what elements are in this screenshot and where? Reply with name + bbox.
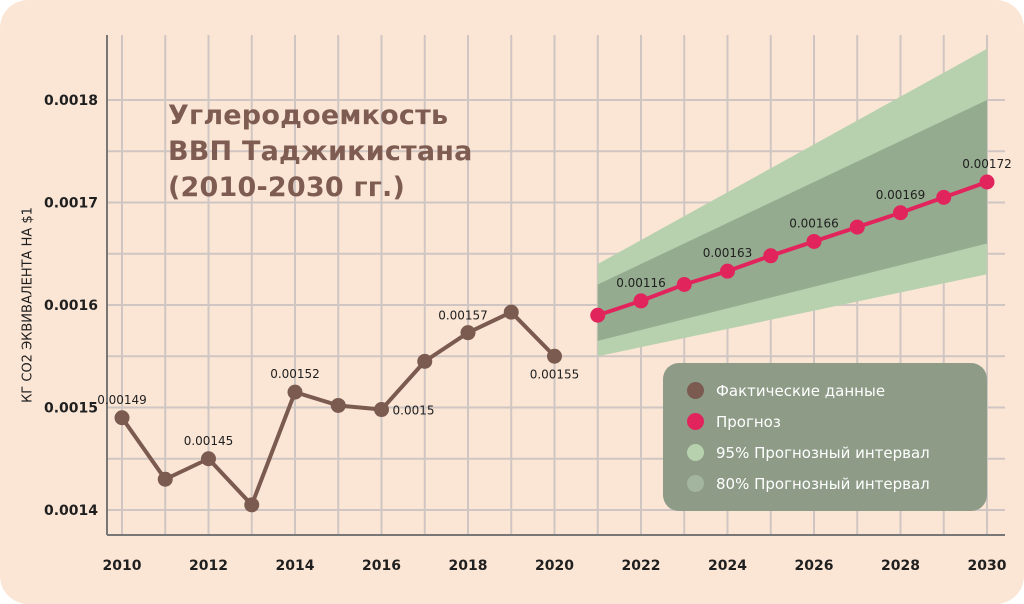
data-label: 0.00157 <box>438 309 488 323</box>
data-labels: 0.00149 0.00145 0.00152 0.0015 0.00157 0.0015… <box>97 157 1012 448</box>
x-tick-label: 2022 <box>622 558 661 574</box>
x-tick-label: 2028 <box>881 558 920 574</box>
legend-label: Прогноз <box>716 412 781 431</box>
axes: 0.0014 0.0015 0.0016 0.0017 0.0018 2010 2012 20… <box>44 35 1007 574</box>
data-point <box>460 325 476 341</box>
data-point <box>417 353 433 369</box>
data-label: 0.00116 <box>616 276 666 290</box>
legend-label: Фактические данные <box>716 381 886 400</box>
data-point <box>157 471 173 487</box>
data-point <box>503 304 519 320</box>
data-label: 0.00155 <box>530 367 580 381</box>
legend-label: 95% Прогнозный интервал <box>716 443 930 462</box>
data-label: 0.00163 <box>703 246 753 260</box>
data-point <box>806 233 822 249</box>
data-point <box>676 277 692 292</box>
legend: Фактические данные Прогноз 95% Прогнозны… <box>663 363 987 511</box>
x-tick-label: 2030 <box>968 558 1007 574</box>
data-point <box>936 189 952 205</box>
legend-swatch <box>687 475 704 492</box>
data-label: 0.00166 <box>789 216 839 230</box>
title-line: ВВП Таджикистана <box>168 136 473 167</box>
x-tick-label: 2016 <box>362 558 401 574</box>
x-tick-label: 2018 <box>449 558 488 574</box>
title-line: Углеродоемкость <box>168 100 449 131</box>
x-tick-label: 2010 <box>103 558 142 574</box>
legend-item: Прогноз <box>687 406 987 437</box>
data-point <box>244 497 260 513</box>
chart-title: Углеродоемкость ВВП Таджикистана (2010-2… <box>168 98 473 206</box>
legend-swatch <box>687 413 704 430</box>
x-tick-label: 2012 <box>189 558 228 574</box>
y-tick-label: 0.0018 <box>44 93 98 109</box>
legend-item: 80% Прогнозный интервал <box>687 468 987 499</box>
data-point <box>763 248 779 264</box>
data-point <box>330 397 346 413</box>
x-tick-label: 2014 <box>276 558 315 574</box>
data-label: 0.00145 <box>184 434 234 448</box>
data-series <box>114 174 995 513</box>
x-tick-label: 2024 <box>708 558 747 574</box>
legend-swatch <box>687 382 704 399</box>
y-tick-label: 0.0014 <box>44 503 98 519</box>
legend-item: Фактические данные <box>687 375 987 406</box>
data-point <box>979 174 995 190</box>
data-point <box>590 307 606 323</box>
data-label: 0.00172 <box>962 157 1012 171</box>
data-point <box>114 410 130 426</box>
data-point <box>633 293 649 309</box>
data-point <box>720 263 735 279</box>
data-point <box>287 384 303 400</box>
legend-item: 95% Прогнозный интервал <box>687 437 987 468</box>
x-tick-label: 2020 <box>535 558 574 574</box>
data-label: 0.00169 <box>876 188 926 202</box>
title-line: (2010-2030 гг.) <box>168 172 406 203</box>
data-point <box>547 348 562 364</box>
legend-swatch <box>687 444 704 461</box>
data-label: 0.0015 <box>393 404 435 418</box>
data-label: 0.00152 <box>270 367 320 381</box>
data-point <box>201 451 216 467</box>
data-point <box>849 219 865 235</box>
data-point <box>374 402 389 418</box>
series-line <box>597 180 988 318</box>
y-axis-label: КГ CO2 ЭКВИВАЛЕНТА НА $1 <box>20 207 36 403</box>
y-tick-label: 0.0017 <box>44 196 98 212</box>
y-tick-label: 0.0016 <box>44 298 98 314</box>
data-label: 0.00149 <box>97 393 147 407</box>
x-tick-label: 2026 <box>795 558 834 574</box>
data-point <box>893 205 908 221</box>
y-tick-label: 0.0015 <box>44 401 98 417</box>
legend-label: 80% Прогнозный интервал <box>716 474 930 493</box>
